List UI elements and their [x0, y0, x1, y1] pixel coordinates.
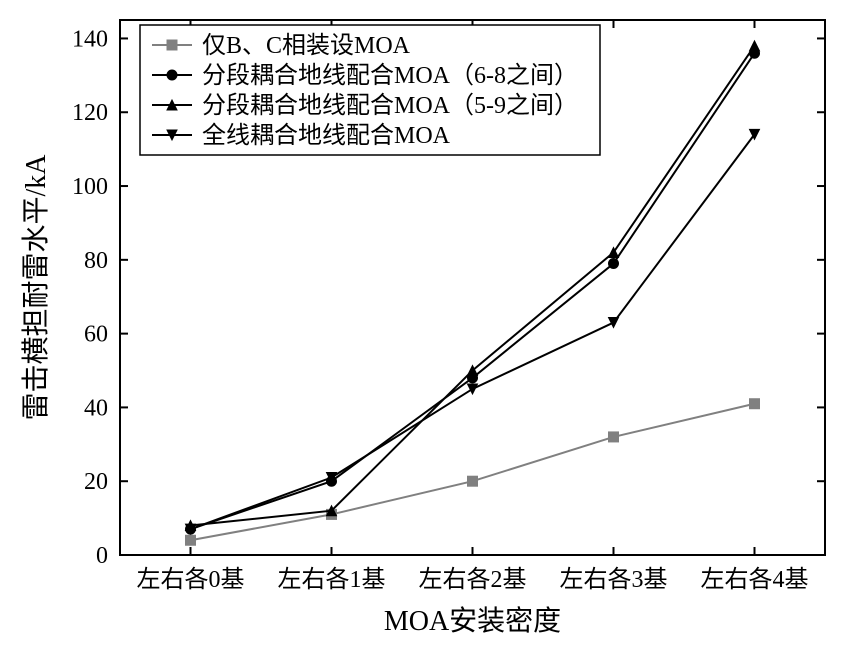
marker-square	[750, 399, 760, 409]
y-tick-label: 80	[84, 248, 108, 274]
y-tick-label: 100	[72, 174, 108, 200]
chart-container: 0 20 40 60 80 100 120 140 左右各0基 左右各1基 左右各2基 左右各3基 左右…	[0, 0, 848, 658]
y-tick-label: 40	[84, 395, 108, 421]
legend-label: 分段耦合地线配合MOA（5-9之间）	[202, 92, 578, 119]
legend-label: 仅B、C相装设MOA	[202, 32, 411, 59]
marker-triangle-up	[750, 41, 760, 51]
legend-label: 分段耦合地线配合MOA（6-8之间）	[202, 62, 578, 89]
line-chart: 0 20 40 60 80 100 120 140 左右各0基 左右各1基 左右各2基 左右各3基 左右…	[0, 0, 848, 658]
marker-square	[609, 432, 619, 442]
marker-circle	[609, 259, 619, 269]
marker-square	[186, 535, 196, 545]
series-line	[191, 134, 755, 529]
x-axis-label: MOA安装密度	[384, 605, 561, 637]
y-tick-label: 0	[96, 543, 108, 569]
x-tick-label: 左右各2基	[419, 566, 527, 593]
y-tick-label: 140	[72, 26, 108, 52]
marker-square	[468, 476, 478, 486]
y-tick-label: 60	[84, 322, 108, 348]
marker-circle	[167, 70, 177, 80]
series-line	[191, 404, 755, 541]
marker-triangle-down	[609, 318, 619, 328]
x-tick-label: 左右各0基	[137, 566, 245, 593]
y-tick-label: 120	[72, 100, 108, 126]
x-tick-label: 左右各4基	[701, 566, 809, 593]
legend-label: 全线耦合地线配合MOA	[202, 122, 451, 149]
x-tick-label: 左右各3基	[560, 566, 668, 593]
marker-triangle-down	[468, 384, 478, 394]
y-tick-label: 20	[84, 469, 108, 495]
marker-square	[167, 40, 177, 50]
x-tick-label: 左右各1基	[278, 566, 386, 593]
y-axis-label: 雷击横担耐雷水平/kA	[20, 154, 52, 421]
